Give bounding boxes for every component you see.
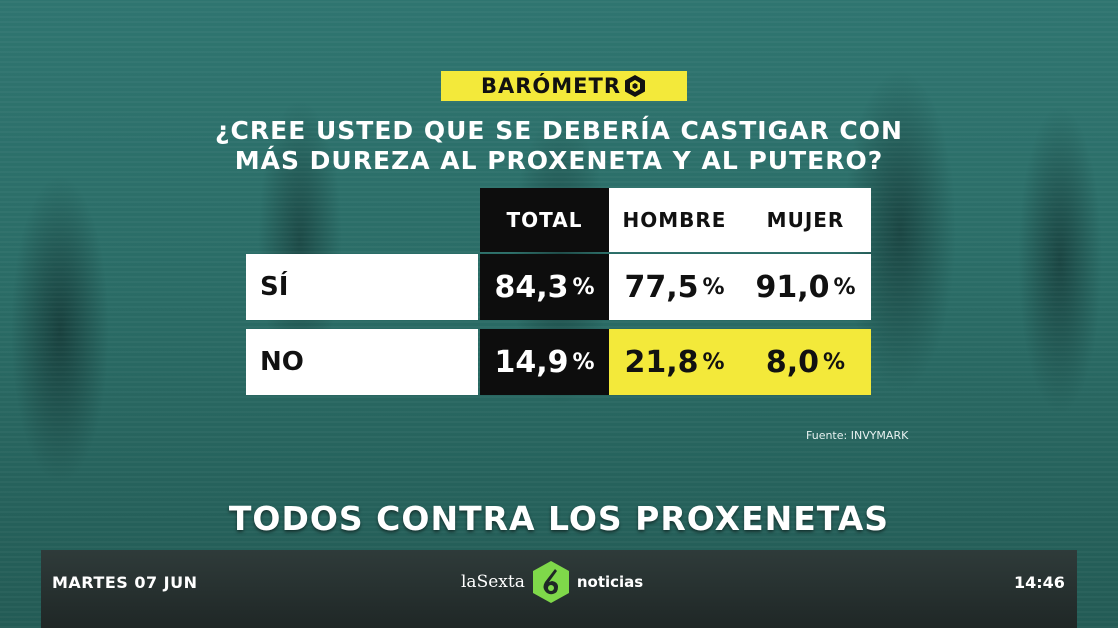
percent-sign: %: [702, 349, 725, 375]
hexagon-cube-icon: [625, 75, 646, 97]
header-mujer-label: MUJER: [766, 208, 845, 232]
row-label: NO: [260, 347, 304, 377]
channel-name: laSexta: [461, 572, 525, 592]
row-label: SÍ: [260, 272, 289, 302]
row-no-label: NO: [246, 329, 478, 395]
value: 91,0: [755, 269, 830, 305]
percent-sign: %: [572, 349, 595, 375]
barometro-badge: BARÓMETR: [441, 71, 687, 101]
channel-logo: laSexta noticias: [461, 560, 643, 604]
cell-no-mujer: 8,0%: [740, 329, 871, 395]
header-total: TOTAL: [480, 188, 609, 252]
poll-question: ¿CREE USTED QUE SE DEBERÍA CASTIGAR CON …: [200, 116, 918, 176]
source-note: Fuente: INVYMARK: [806, 429, 909, 442]
question-line-2: MÁS DUREZA AL PROXENETA Y AL PUTERO?: [234, 146, 884, 175]
percent-sign: %: [823, 349, 846, 375]
cell-si-mujer: 91,0%: [740, 254, 871, 320]
percent-sign: %: [572, 274, 595, 300]
program-name: noticias: [576, 573, 644, 591]
lasexta-six-icon: [532, 561, 569, 603]
question-line-1: ¿CREE USTED QUE SE DEBERÍA CASTIGAR CON: [215, 116, 903, 145]
header-total-label: TOTAL: [506, 208, 583, 232]
cell-si-total: 84,3%: [480, 254, 609, 320]
value: 14,9: [494, 344, 569, 380]
header-gender: HOMBRE MUJER: [609, 188, 871, 252]
headline: TODOS CONTRA LOS PROXENETAS: [228, 499, 890, 538]
value: 77,5: [624, 269, 699, 305]
cell-no-total: 14,9%: [480, 329, 609, 395]
percent-sign: %: [702, 274, 725, 300]
badge-label: BARÓMETR: [480, 74, 622, 98]
broadcast-date: MARTES 07 JUN: [52, 573, 198, 592]
broadcast-time: 14:46: [1014, 573, 1065, 592]
cell-no-hombre: 21,8%: [609, 329, 740, 395]
percent-sign: %: [833, 274, 856, 300]
cell-si-hombre: 77,5%: [609, 254, 740, 320]
value: 8,0: [765, 344, 820, 380]
value: 21,8: [624, 344, 699, 380]
value: 84,3: [494, 269, 569, 305]
row-si-label: SÍ: [246, 254, 478, 320]
header-hombre-label: HOMBRE: [622, 208, 727, 232]
